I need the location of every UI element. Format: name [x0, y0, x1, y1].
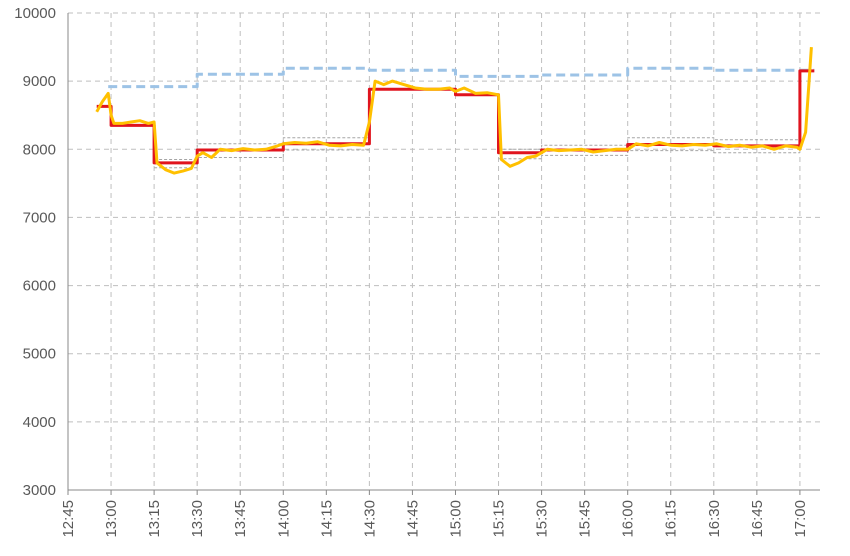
x-tick-label: 17:00	[792, 500, 809, 538]
x-tick-label: 16:00	[620, 500, 637, 538]
x-tick-label: 15:00	[447, 500, 464, 538]
x-tick-label: 15:45	[577, 500, 594, 538]
series-line	[95, 46, 813, 175]
x-tick-label: 16:30	[706, 500, 723, 538]
x-tick-label: 12:45	[60, 500, 77, 538]
y-tick-label: 10000	[14, 5, 56, 22]
y-tick-label: 5000	[23, 346, 56, 363]
x-tick-label: 16:15	[663, 500, 680, 538]
series-line	[154, 149, 800, 169]
x-tick-label: 13:30	[189, 500, 206, 538]
y-tick-label: 3000	[23, 482, 56, 499]
y-tick-label: 4000	[23, 414, 56, 431]
x-tick-label: 16:45	[749, 500, 766, 538]
series-line	[108, 66, 815, 89]
y-tick-label: 9000	[23, 73, 56, 90]
y-tick-label: 6000	[23, 278, 56, 295]
x-tick-label: 14:30	[361, 500, 378, 538]
x-tick-label: 13:45	[232, 500, 249, 538]
x-tick-label: 15:15	[491, 500, 508, 538]
x-tick-label: 14:15	[318, 500, 335, 538]
series-line	[154, 137, 800, 160]
x-tick-label: 14:45	[404, 500, 421, 538]
y-tick-label: 7000	[23, 209, 56, 226]
x-tick-label: 15:30	[534, 500, 551, 538]
x-tick-label: 13:15	[146, 500, 163, 538]
y-tick-label: 8000	[23, 141, 56, 158]
x-tick-label: 13:00	[103, 500, 120, 538]
x-tick-label: 14:00	[275, 500, 292, 538]
